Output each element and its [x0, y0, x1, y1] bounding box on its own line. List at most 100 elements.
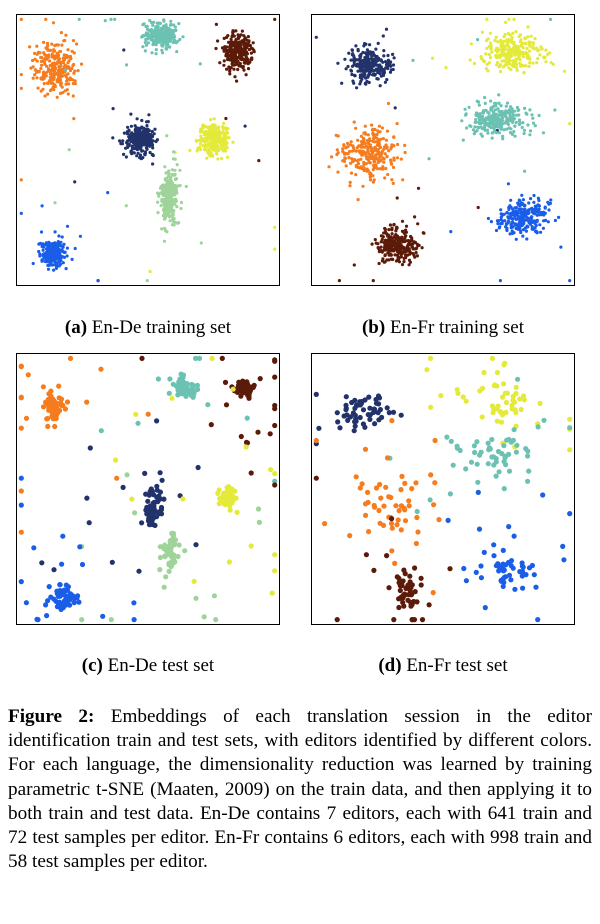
scatter-point — [503, 110, 508, 114]
scatter-point — [438, 393, 444, 399]
scatter-point — [522, 131, 526, 136]
scatter-point — [145, 124, 149, 128]
scatter-point — [207, 136, 211, 140]
scatter-point — [517, 48, 522, 53]
scatter-point — [482, 605, 488, 611]
scatter-point — [370, 128, 375, 132]
scatter-point — [356, 69, 360, 73]
scatter-point — [161, 51, 165, 55]
scatter-point — [515, 105, 519, 110]
scatter-point — [369, 172, 373, 176]
scatter-point — [414, 514, 420, 521]
scatter-point — [525, 224, 529, 228]
scatter-point — [523, 41, 528, 45]
scatter-point — [505, 228, 509, 232]
scatter-point — [216, 39, 220, 43]
scatter-point — [382, 147, 386, 151]
scatter-point — [272, 482, 278, 488]
scatter-point — [35, 59, 39, 63]
scatter-point — [195, 149, 199, 153]
scatter-point — [520, 125, 524, 130]
scatter-point — [51, 78, 55, 82]
scatter-point — [528, 61, 532, 65]
scatter-point — [194, 382, 200, 388]
scatter-point — [46, 243, 50, 247]
scatter-point — [41, 87, 45, 91]
scatter-point — [481, 127, 485, 131]
scatter-point — [419, 617, 426, 623]
scatter-point — [373, 400, 380, 406]
scatter-point — [518, 121, 522, 126]
scatter-point — [377, 247, 381, 251]
scatter-point — [173, 202, 177, 206]
scatter-point — [62, 406, 68, 412]
scatter-point — [396, 604, 402, 611]
scatter-point — [501, 134, 505, 138]
scatter-point — [405, 582, 411, 588]
scatter-point — [52, 423, 58, 430]
scatter-point — [322, 521, 328, 527]
scatter-point — [98, 366, 104, 372]
scatter-point — [409, 602, 415, 608]
scatter-point — [161, 496, 167, 502]
scatter-point — [535, 617, 541, 623]
scatter-point — [427, 355, 434, 361]
scatter-point — [546, 200, 550, 204]
scatter-point — [471, 443, 477, 449]
scatter-point — [76, 69, 80, 73]
scatter-point — [228, 69, 232, 73]
scatter-point — [129, 112, 133, 116]
scatter-point — [512, 42, 516, 46]
scatter-point — [404, 230, 408, 234]
scatter-point — [416, 186, 421, 190]
scatter-point — [500, 568, 506, 574]
scatter-point — [378, 84, 382, 88]
scatter-point — [238, 393, 244, 399]
scatter-point — [366, 150, 370, 154]
scatter-point — [256, 519, 262, 525]
scatter-point — [44, 254, 48, 258]
scatter-point — [214, 22, 218, 26]
scatter-point — [63, 38, 67, 43]
scatter-point — [377, 151, 381, 155]
scatter-point — [216, 157, 220, 161]
scatter-point — [167, 376, 173, 382]
scatter-point — [523, 207, 527, 211]
scatter-point — [65, 246, 69, 250]
scatter-point — [149, 132, 153, 137]
scatter-point — [353, 418, 359, 424]
scatter-plot-d — [311, 353, 575, 625]
scatter-point — [384, 405, 390, 411]
scatter-point — [202, 133, 206, 137]
scatter-point — [483, 128, 487, 132]
scatter-point — [424, 367, 430, 373]
scatter-point — [246, 43, 250, 47]
scatter-point — [45, 46, 49, 51]
scatter-point — [420, 246, 424, 250]
scatter-point — [513, 134, 517, 138]
scatter-point — [389, 160, 393, 164]
scatter-point — [154, 139, 158, 144]
scatter-point — [243, 36, 247, 40]
scatter-point — [388, 520, 395, 527]
scatter-point — [509, 198, 513, 202]
series-4 — [337, 186, 480, 283]
scatter-point — [58, 50, 62, 54]
scatter-point — [489, 47, 493, 51]
scatter-point — [414, 508, 420, 515]
scatter-point — [375, 393, 382, 399]
scatter-point — [516, 227, 520, 231]
scatter-point — [37, 70, 41, 74]
scatter-point — [157, 567, 163, 573]
scatter-point — [143, 151, 147, 155]
scatter-point — [514, 212, 518, 216]
scatter-point — [391, 617, 397, 623]
scatter-point — [202, 148, 207, 152]
scatter-point — [543, 206, 547, 210]
scatter-point — [166, 562, 172, 568]
scatter-point — [272, 406, 278, 412]
subcaption-a-text: En-De training set — [91, 317, 232, 338]
scatter-point — [148, 18, 152, 23]
scatter-point — [533, 229, 538, 233]
scatter-point — [45, 260, 49, 264]
